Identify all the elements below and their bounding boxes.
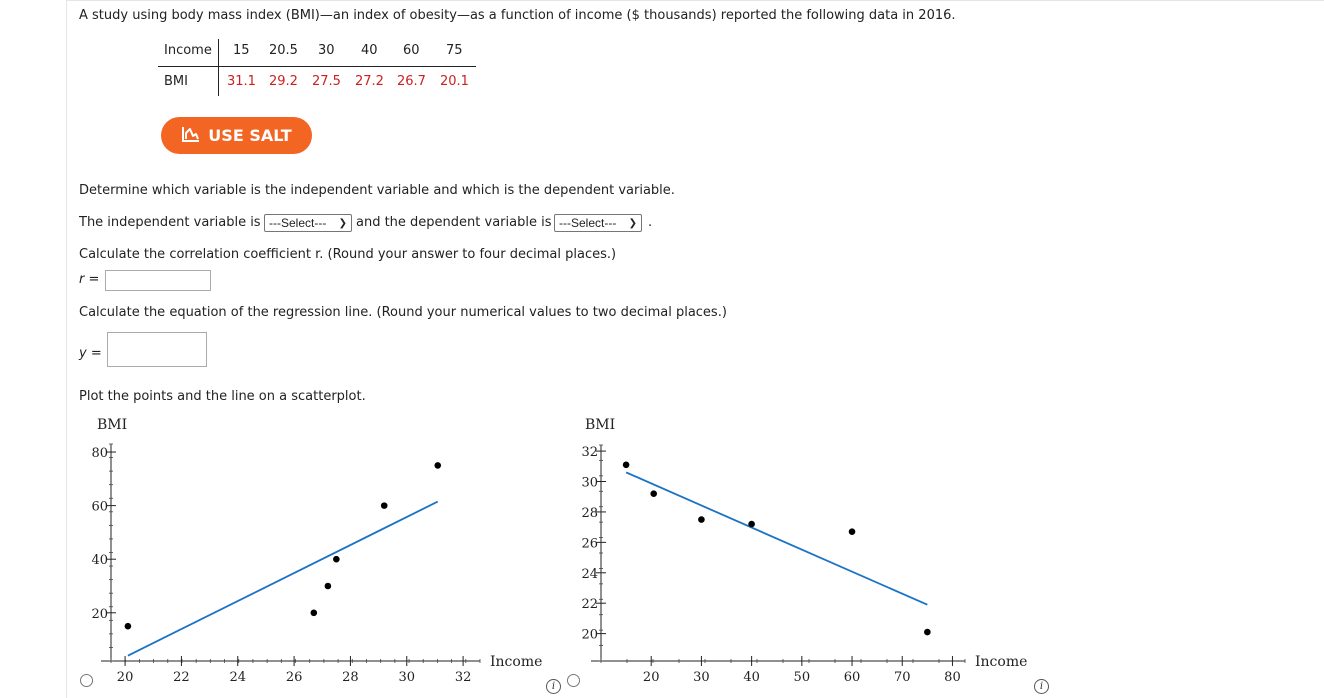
income-value: 20.5: [269, 43, 298, 58]
x-tick-label: 70: [894, 670, 911, 685]
data-point: [333, 555, 340, 563]
scatterplot-option-2-radio[interactable]: [567, 674, 580, 687]
independent-select-value: ---Select---: [269, 216, 327, 230]
x-tick-label: 22: [173, 670, 190, 685]
chevron-down-icon: ❯: [338, 217, 347, 229]
q1-text: Determine which variable is the independ…: [79, 183, 675, 198]
x-tick-label: 30: [693, 670, 710, 685]
chevron-down-icon: ❯: [628, 217, 637, 229]
regression-line: [127, 500, 439, 657]
scatterplot-option-1-radio[interactable]: [80, 674, 93, 687]
income-value: 15: [233, 43, 250, 58]
data-point: [124, 622, 132, 630]
y-axis-label: BMI: [585, 417, 615, 433]
top-border: [66, 0, 1324, 1]
data-point: [380, 502, 388, 509]
income-value: 75: [446, 43, 463, 58]
bmi-value: 31.1: [227, 74, 256, 89]
bmi-value: 27.5: [312, 74, 341, 89]
independent-variable-select[interactable]: ---Select--- ❯: [264, 214, 352, 232]
q1-part2: and the dependent variable is: [356, 215, 552, 230]
data-point: [924, 628, 931, 636]
y-tick-label: 40: [91, 553, 108, 568]
use-salt-label: USE SALT: [208, 126, 292, 145]
info-icon[interactable]: i: [546, 679, 561, 694]
data-point: [622, 461, 630, 469]
regression-equation-input[interactable]: [107, 332, 207, 367]
y-tick-label: 20: [91, 607, 108, 622]
q2-text: Calculate the correlation coefficient r.…: [79, 247, 617, 262]
table-row2-label: BMI: [164, 74, 188, 89]
table-row1-label: Income: [164, 43, 212, 58]
r-label: r =: [79, 272, 100, 287]
q4-text: Plot the points and the line on a scatte…: [79, 389, 366, 404]
income-value: 60: [403, 43, 420, 58]
data-point: [324, 582, 332, 590]
y-tick-label: 60: [91, 500, 108, 515]
y-tick-label: 28: [581, 506, 598, 521]
data-point: [748, 520, 755, 528]
q1-part1: The independent variable is: [79, 215, 261, 230]
x-tick-label: 80: [944, 670, 961, 685]
y-tick-label: 26: [581, 536, 598, 551]
correlation-input[interactable]: [105, 270, 211, 291]
y-tick-label: 22: [581, 597, 598, 612]
x-tick-label: 40: [743, 670, 760, 685]
data-point: [650, 490, 658, 497]
salt-chart-icon: [181, 125, 201, 147]
x-tick-label: 20: [643, 670, 660, 685]
income-value: 40: [361, 43, 378, 58]
table-divider-horizontal: [158, 66, 476, 67]
left-border: [66, 0, 67, 698]
y-tick-label: 24: [581, 567, 598, 582]
scatterplot-option-2: 20 30 40 50 60 70 80 20 22 24 26 28 30 32 BMI Income: [581, 417, 1027, 685]
data-point: [310, 609, 318, 617]
y-tick-label: 30: [581, 476, 598, 491]
x-tick-label: 32: [455, 670, 472, 685]
q1-period: .: [648, 215, 653, 230]
y-label: y =: [79, 346, 102, 361]
x-tick-label: 26: [286, 670, 303, 685]
data-point: [848, 528, 856, 536]
x-tick-label: 20: [117, 670, 134, 685]
info-icon[interactable]: i: [1034, 679, 1049, 694]
x-axis-label: Income: [975, 654, 1027, 670]
use-salt-button[interactable]: USE SALT: [161, 117, 312, 154]
y-axis-label: BMI: [97, 417, 127, 433]
y-tick-label: 80: [91, 446, 108, 461]
bmi-value: 26.7: [397, 74, 426, 89]
dependent-variable-select[interactable]: ---Select--- ❯: [554, 214, 642, 232]
data-point: [434, 462, 442, 469]
table-divider-vertical: [218, 39, 219, 96]
x-tick-label: 30: [398, 670, 415, 685]
regression-line: [625, 471, 928, 606]
problem-intro: A study using body mass index (BMI)—an i…: [79, 8, 956, 23]
y-tick-label: 20: [581, 628, 598, 643]
x-tick-label: 24: [229, 670, 246, 685]
bmi-value: 27.2: [355, 74, 384, 89]
data-point: [698, 516, 705, 523]
dependent-select-value: ---Select---: [559, 216, 617, 230]
scatterplot-option-1: 20 22 24 26 28 30 32 20 40 60 80 BMI Income: [91, 417, 542, 685]
x-tick-label: 50: [794, 670, 811, 685]
x-axis-label: Income: [490, 654, 542, 670]
y-tick-label: 32: [581, 445, 598, 460]
bmi-value: 29.2: [269, 74, 298, 89]
x-tick-label: 28: [342, 670, 359, 685]
bmi-value: 20.1: [440, 74, 469, 89]
income-value: 30: [318, 43, 335, 58]
q3-text: Calculate the equation of the regression…: [79, 305, 727, 320]
x-tick-label: 60: [844, 670, 861, 685]
